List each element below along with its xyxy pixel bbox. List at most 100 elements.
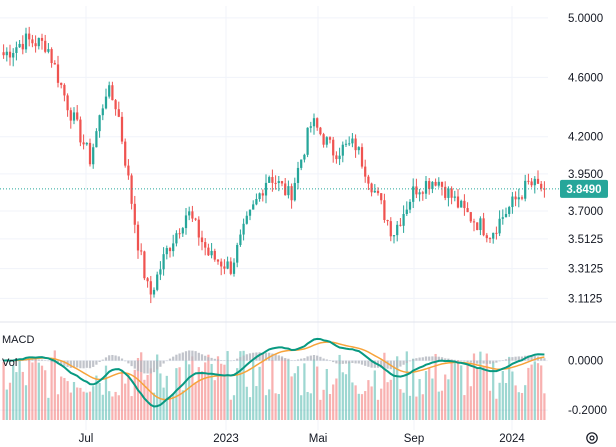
candle-body bbox=[47, 49, 50, 52]
volume-bar bbox=[236, 368, 239, 420]
candle-body bbox=[216, 259, 220, 262]
candle-body bbox=[402, 213, 405, 226]
macd-hist-bar bbox=[232, 360, 236, 361]
candle-body bbox=[188, 211, 191, 216]
volume-bar bbox=[220, 363, 223, 420]
macd-hist-bar bbox=[175, 354, 178, 361]
macd-hist-bar bbox=[392, 360, 396, 369]
candle-body bbox=[360, 147, 364, 167]
volume-bar bbox=[543, 393, 546, 420]
candle-body bbox=[504, 213, 508, 218]
volume-bar bbox=[264, 395, 268, 420]
macd-hist-bar bbox=[200, 354, 204, 361]
candle-body bbox=[60, 82, 63, 85]
macd-hist-bar bbox=[44, 360, 47, 361]
volume-bar bbox=[341, 372, 344, 420]
volume-bar bbox=[114, 391, 117, 420]
gear-icon[interactable] bbox=[585, 431, 599, 445]
macd-axis[interactable]: 0.0000 -0.2000 bbox=[568, 356, 607, 417]
macd-hist-bar bbox=[386, 360, 389, 369]
volume-bar bbox=[370, 386, 373, 420]
volume-bar bbox=[498, 382, 501, 420]
macd-hist-bar bbox=[287, 358, 290, 361]
volume-bar bbox=[120, 370, 124, 420]
macd-hist-bar bbox=[223, 360, 226, 361]
price-candles bbox=[2, 26, 546, 304]
volume-bar bbox=[252, 360, 255, 420]
macd-hist-bar bbox=[37, 359, 40, 361]
macd-hist-bar bbox=[264, 352, 268, 361]
volume-bar bbox=[312, 359, 316, 420]
candle-body bbox=[501, 217, 504, 219]
volume-bar bbox=[268, 389, 271, 420]
macd-hist-bar bbox=[114, 355, 117, 361]
candle-body bbox=[223, 266, 226, 269]
macd-hist-bar bbox=[245, 354, 248, 361]
volume-bar bbox=[504, 382, 508, 420]
volume-bar bbox=[31, 362, 34, 420]
candle-body bbox=[514, 196, 517, 200]
time-axis[interactable]: Jul 2023 Mai Sep 2024 bbox=[79, 433, 526, 445]
volume-bar bbox=[533, 361, 536, 420]
volume-bar bbox=[418, 379, 421, 420]
volume-bar bbox=[472, 353, 476, 420]
price-axis[interactable]: 5.0000 4.6000 4.2000 3.9500 3.7000 3.5125 3.31… bbox=[568, 13, 603, 305]
candle-body bbox=[476, 222, 479, 231]
macd-hist-bar bbox=[338, 360, 341, 365]
volume-bar bbox=[200, 371, 204, 420]
volume-bar bbox=[280, 357, 284, 420]
candle-body bbox=[117, 109, 120, 117]
volume-bar bbox=[453, 361, 456, 420]
macd-hist-bar bbox=[309, 355, 312, 361]
macd-hist-bar bbox=[517, 356, 520, 361]
macd-hist-bar bbox=[472, 360, 476, 364]
candle-body bbox=[296, 167, 300, 183]
candle-body bbox=[450, 188, 453, 198]
macd-hist-bar bbox=[456, 360, 460, 362]
candle-body bbox=[357, 147, 360, 151]
volume-bar bbox=[351, 382, 354, 420]
volume-bar bbox=[191, 356, 194, 420]
price-tick-label: 4.6000 bbox=[568, 72, 603, 84]
macd-hist-bar bbox=[69, 360, 72, 368]
candle-body bbox=[194, 218, 197, 220]
macd-hist-bar bbox=[76, 360, 79, 368]
volume-bar bbox=[56, 394, 60, 420]
volume-bar bbox=[15, 372, 18, 420]
volume-bar bbox=[92, 386, 95, 420]
macd-label[interactable]: MACD bbox=[2, 334, 34, 346]
macd-hist-bar bbox=[236, 358, 239, 361]
macd-hist-bar bbox=[172, 356, 175, 361]
volume-bar bbox=[415, 396, 418, 420]
candle-body bbox=[469, 212, 472, 222]
macd-hist-bar bbox=[511, 357, 514, 361]
volume-bar bbox=[255, 386, 258, 420]
macd-hist-bar bbox=[514, 356, 517, 361]
volume-bar bbox=[488, 390, 492, 420]
macd-hist-bar bbox=[213, 358, 216, 361]
volume-bar bbox=[338, 354, 341, 420]
candle-body bbox=[517, 197, 520, 200]
candle-body bbox=[479, 218, 482, 231]
volume-bar bbox=[175, 368, 178, 420]
volume-bar bbox=[28, 359, 31, 420]
candle-body bbox=[482, 218, 485, 236]
volume-bar bbox=[248, 397, 252, 420]
candle-body bbox=[248, 209, 252, 216]
volume-label[interactable]: Vol bbox=[2, 357, 17, 369]
volume-bar bbox=[290, 376, 293, 420]
candle-body bbox=[15, 47, 18, 53]
volume-bar bbox=[335, 378, 338, 420]
volume-bar bbox=[389, 379, 392, 420]
volume-bar bbox=[2, 361, 5, 420]
volume-bar bbox=[21, 371, 24, 420]
candle-body bbox=[488, 238, 492, 240]
volume-bar bbox=[98, 383, 101, 420]
macd-hist-bar bbox=[335, 360, 338, 364]
candle-body bbox=[540, 183, 543, 189]
candle-body bbox=[268, 177, 271, 183]
candle-body bbox=[136, 224, 140, 251]
macd-hist-bar bbox=[364, 360, 367, 366]
volume-bar bbox=[66, 381, 69, 420]
